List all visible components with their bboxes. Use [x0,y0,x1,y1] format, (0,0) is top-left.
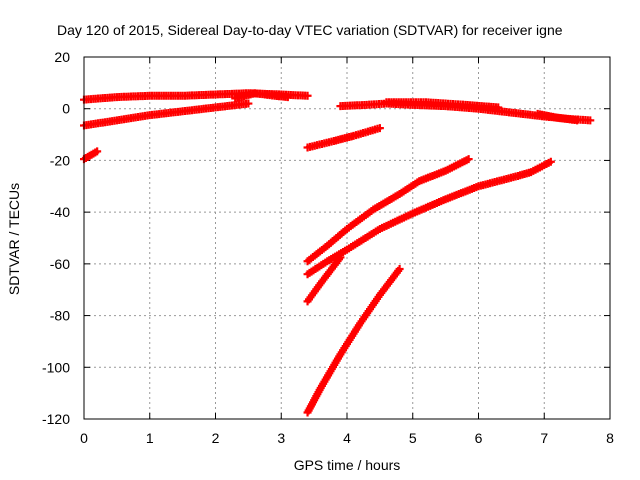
data-series [382,98,503,112]
y-tick-label: -80 [50,308,70,324]
data-point [283,93,292,102]
data-point [375,124,384,133]
data-series [533,109,582,125]
data-point [494,103,503,112]
data-series [303,265,404,417]
y-tick-label: -100 [42,359,70,375]
data-point [244,99,253,108]
data-point [586,116,595,125]
x-tick-label: 2 [212,430,220,446]
data-point [546,157,555,166]
x-tick-label: 6 [475,430,483,446]
data-series [231,89,292,103]
y-tick-label: -40 [50,204,70,220]
y-axis-label: SDTVAR / TECUs [6,183,22,295]
data-point [395,265,404,274]
x-tick-label: 7 [540,430,548,446]
tick-labels: 0 1 2 3 4 5 6 7 8 20 0 -20 -40 -60 -80 -100 -120 [42,49,614,446]
data-point [336,253,345,262]
chart-title: Day 120 of 2015, Sidereal Day-to-day VTE… [57,22,563,38]
x-tick-label: 3 [277,430,285,446]
data-point [303,91,312,100]
data-point [464,155,473,164]
x-tick-label: 8 [606,430,614,446]
data-series [80,99,253,130]
y-tick-label: -120 [42,411,70,427]
plot-area [80,89,595,417]
y-tick-label: -20 [50,152,70,168]
data-series [303,155,473,266]
x-tick-label: 1 [146,430,154,446]
data-series [303,124,384,152]
y-tick-label: -60 [50,256,70,272]
data-point [93,147,102,156]
y-tick-label: 0 [62,101,70,117]
data-series [303,253,345,306]
data-series [303,157,555,279]
data-point [573,116,582,125]
y-tick-label: 20 [54,49,70,65]
x-tick-label: 4 [343,430,351,446]
x-axis-label: GPS time / hours [294,457,401,473]
x-tick-label: 0 [80,430,88,446]
plot-frame [83,56,611,420]
x-tick-label: 5 [409,430,417,446]
